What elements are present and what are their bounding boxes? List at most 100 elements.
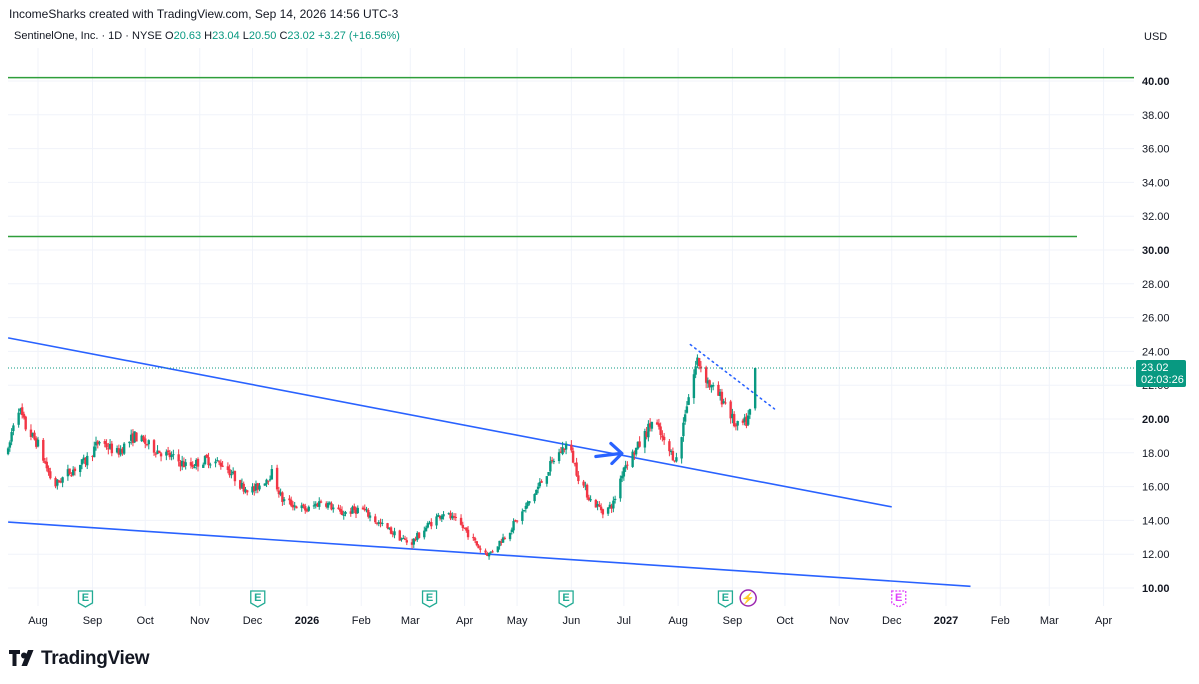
candle <box>577 470 580 485</box>
time-tick-label: 2027 <box>934 615 958 627</box>
time-tick-label: Dec <box>243 615 263 627</box>
candle <box>486 551 489 557</box>
candle <box>375 522 379 526</box>
candle <box>398 529 401 541</box>
time-tick-label: Dec <box>882 615 902 627</box>
candle-body <box>256 483 259 490</box>
candle-body <box>133 431 136 443</box>
candle <box>145 443 149 447</box>
candle-body <box>351 506 354 514</box>
candle-body <box>230 474 233 476</box>
candle-body <box>561 447 564 455</box>
candle-body <box>238 480 242 489</box>
candle <box>318 497 321 510</box>
currency-selector[interactable]: USD <box>1144 31 1168 43</box>
candle <box>332 504 335 513</box>
tradingview-logo[interactable]: TradingView <box>9 648 150 670</box>
candle-body <box>601 509 605 515</box>
candle-body <box>354 509 358 514</box>
candle-body <box>179 461 182 467</box>
horizontal-levels <box>8 76 1134 238</box>
time-tick-label: Oct <box>776 615 793 627</box>
candle <box>710 384 713 393</box>
candle-body <box>426 523 429 528</box>
candle <box>304 503 307 514</box>
candle-body <box>613 498 617 501</box>
candle <box>19 407 22 415</box>
time-tick-label: Apr <box>1095 615 1112 627</box>
candle <box>487 552 491 560</box>
candle-body <box>515 520 519 522</box>
candle-body <box>342 514 345 516</box>
candle-body <box>281 492 284 502</box>
candle-body <box>718 391 722 396</box>
candle-body <box>391 533 394 535</box>
price-tick-label: 36.00 <box>1142 144 1170 156</box>
candle <box>720 388 724 408</box>
candle-body <box>536 486 540 490</box>
candle <box>231 467 235 475</box>
candle-body <box>253 486 256 492</box>
candle-body <box>381 522 384 524</box>
candle-body <box>622 467 626 477</box>
candle-body <box>231 471 235 474</box>
candle-body <box>291 504 295 508</box>
candle <box>559 447 563 453</box>
candle <box>410 538 414 549</box>
candle <box>339 505 342 515</box>
candle-body <box>233 471 237 482</box>
candle-body <box>697 358 701 366</box>
candle-body <box>461 524 465 528</box>
candle-body <box>424 527 428 532</box>
candle <box>540 479 543 483</box>
candle <box>696 354 699 369</box>
candle <box>268 475 272 482</box>
low-value: 20.50 <box>248 30 277 42</box>
candle-body <box>633 452 636 455</box>
candle-body <box>129 434 133 441</box>
price-tick-label: 16.00 <box>1142 482 1170 494</box>
candle-body <box>648 423 652 428</box>
candle <box>133 431 136 444</box>
candle <box>587 494 591 502</box>
candle <box>119 445 122 457</box>
candle-body <box>442 514 445 517</box>
candle-body <box>510 529 514 532</box>
bar-countdown: 02:03:26 <box>1141 374 1184 386</box>
symbol-name[interactable]: SentinelOne, Inc. · 1D · NYSE <box>14 30 162 42</box>
candle <box>669 449 673 455</box>
candle <box>477 544 480 549</box>
candle-body <box>589 499 592 501</box>
candle <box>736 420 739 431</box>
close-label: C <box>279 30 288 42</box>
candle-body <box>559 451 563 453</box>
candle <box>655 419 659 425</box>
candle <box>498 540 501 550</box>
candle-body <box>405 540 408 543</box>
candle-body <box>402 537 405 539</box>
candle-body <box>659 426 662 436</box>
candle <box>643 428 647 454</box>
low-label: L <box>242 30 249 42</box>
candle-body <box>242 483 245 492</box>
candle-body <box>165 451 168 456</box>
candle <box>745 413 748 429</box>
candle <box>217 460 221 465</box>
earnings-event-marker: E <box>77 590 94 608</box>
candle <box>589 495 592 503</box>
candle <box>472 533 475 541</box>
candle-body <box>634 447 638 455</box>
split-event-marker: ⚡ <box>739 589 757 607</box>
candle <box>238 479 242 490</box>
candle <box>312 501 316 510</box>
candle-body <box>94 442 98 446</box>
candle <box>202 462 205 469</box>
candle-body <box>692 374 696 399</box>
candle-body <box>98 442 101 444</box>
candle <box>682 417 685 442</box>
candle <box>158 450 161 454</box>
candle <box>636 441 640 450</box>
candle <box>479 545 482 553</box>
candle-body <box>226 466 230 470</box>
